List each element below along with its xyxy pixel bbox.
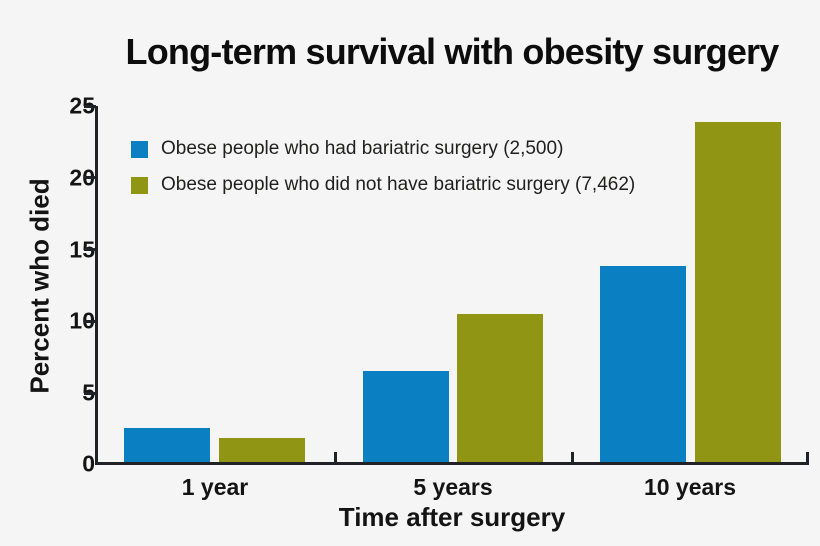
x-tick-label-5-years: 5 years [413,474,493,500]
bar-surgery-5-years [363,370,449,462]
legend-swatch-no-surgery-icon [131,176,148,194]
bar-no-surgery-1-year [219,437,305,462]
y-axis-tick [84,320,96,323]
bar-no-surgery-10-years [695,121,781,462]
bar-surgery-1-year [124,427,210,462]
y-axis-label: Percent who died [24,178,55,394]
legend-item-surgery: Obese people who had bariatric surgery (… [131,131,635,167]
plot-area [95,106,809,465]
y-axis-tick [84,176,96,179]
x-axis-tick [334,452,337,462]
x-axis-tick [806,452,809,462]
bar-surgery-10-years [600,265,686,462]
y-axis-tick [84,248,96,251]
legend-swatch-surgery-icon [131,140,148,158]
legend-label-surgery: Obese people who had bariatric surgery (… [161,138,564,159]
legend: Obese people who had bariatric surgery (… [131,131,635,203]
y-axis-tick [84,392,96,395]
chart-title: Long-term survival with obesity surgery [125,31,780,72]
x-axis-label: Time after surgery [338,502,566,532]
legend-item-no-surgery: Obese people who did not have bariatric … [131,167,635,203]
y-tick-label-0: 0 [82,450,95,477]
x-tick-label-10-years: 10 years [643,474,737,500]
bar-no-surgery-5-years [457,313,543,462]
x-tick-label-1-year: 1 year [181,474,249,500]
y-axis-tick [84,105,96,108]
legend-label-no-surgery: Obese people who did not have bariatric … [161,174,636,195]
x-axis-tick [571,452,574,462]
